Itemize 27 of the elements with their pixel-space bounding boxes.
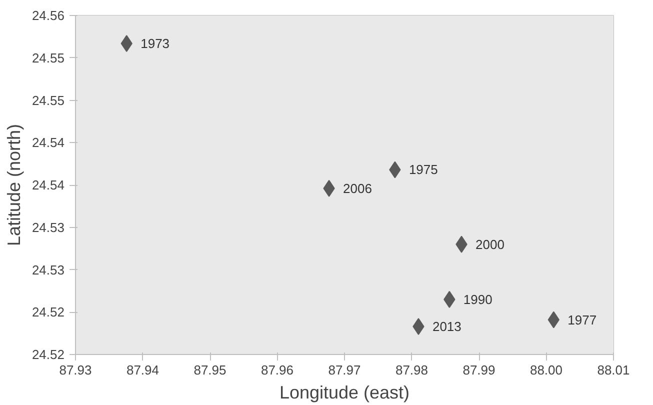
annotation: 1990: [463, 292, 492, 307]
x-tick-label: 87.93: [59, 362, 92, 378]
x-tick-label: 87.98: [395, 362, 428, 378]
x-tick-label: 88.00: [530, 362, 563, 378]
annotation: 2013: [432, 319, 462, 334]
y-tick-label: 24.54: [32, 135, 65, 150]
x-tick-label: 87.97: [328, 362, 361, 378]
annotation: 1975: [408, 162, 438, 178]
y-tick-label: 24.53: [32, 262, 65, 278]
y-tick-label: 24.53: [32, 220, 65, 235]
annotation: 1977: [568, 312, 597, 328]
y-tick-label: 24.55: [32, 50, 65, 66]
y-tick-label: 24.55: [32, 92, 65, 108]
x-tick-label: 87.95: [194, 362, 226, 378]
x-tick-label: 87.96: [260, 362, 294, 378]
y-tick-label: 24.52: [32, 347, 65, 362]
y-tick-label: 24.56: [32, 8, 65, 23]
x-tick-label: 87.99: [462, 362, 496, 378]
annotation: 1973: [140, 36, 170, 51]
x-axis-title: Longitude (east): [279, 382, 410, 402]
x-tick-label: 87.94: [126, 362, 160, 378]
annotation: 2006: [343, 180, 372, 196]
y-axis-title: Latitude (north): [4, 124, 24, 246]
x-tick-label: 88.01: [597, 362, 630, 378]
y-tick-label: 24.54: [32, 178, 65, 192]
y-tick-label: 24.52: [32, 304, 65, 320]
annotation: 2000: [476, 236, 504, 252]
